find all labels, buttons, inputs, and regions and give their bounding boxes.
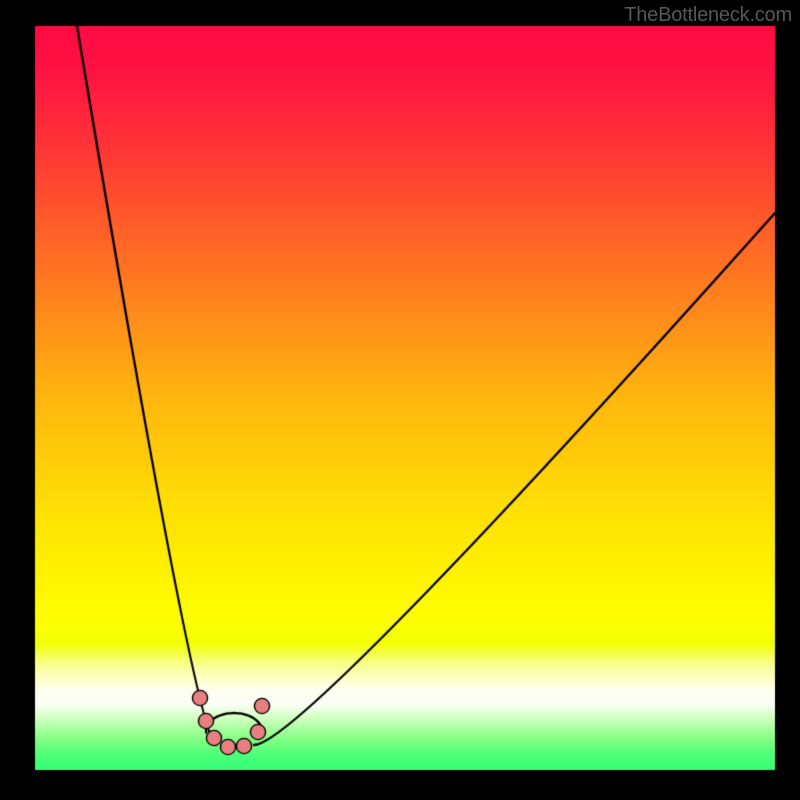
bottleneck-chart	[0, 0, 800, 800]
attribution-text: TheBottleneck.com	[624, 4, 792, 27]
